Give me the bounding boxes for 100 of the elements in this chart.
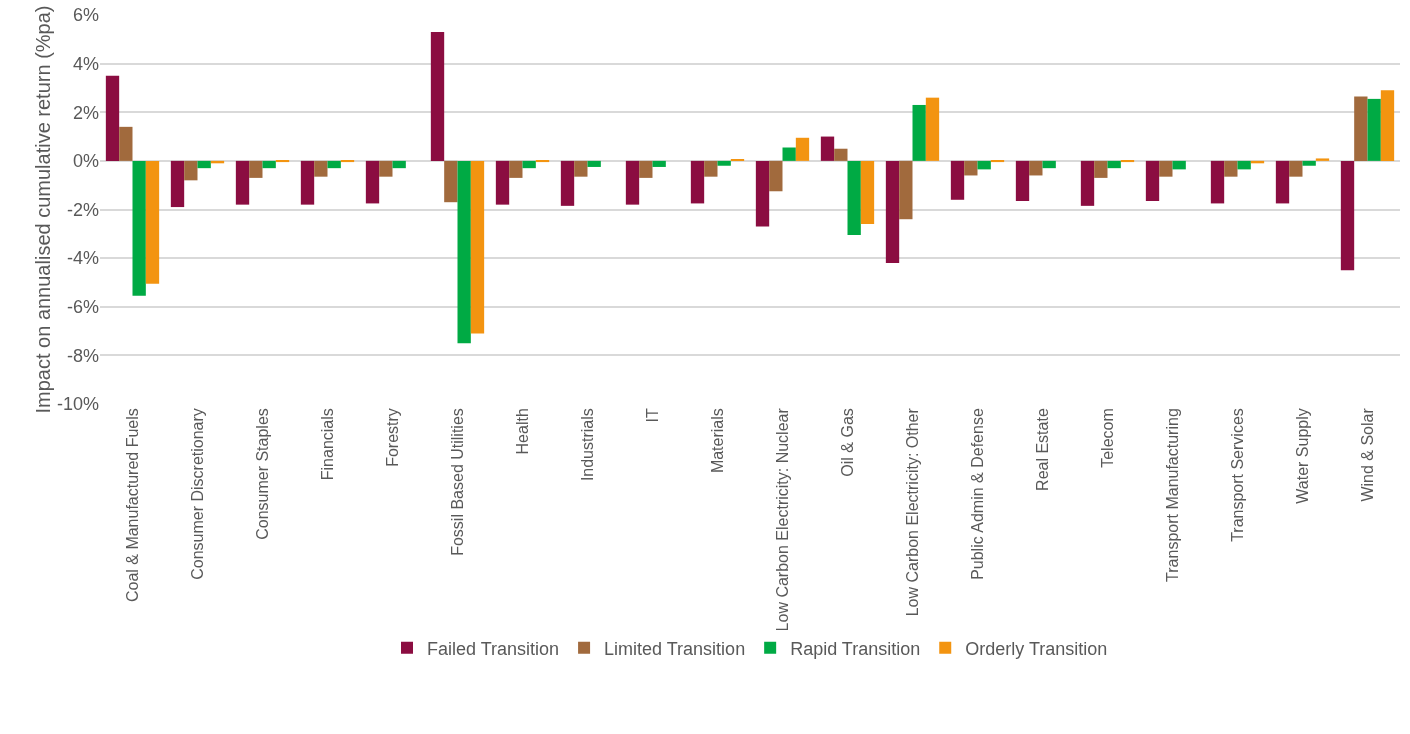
bar: [755, 160, 770, 227]
x-tick-label: Fossil Based Utilities: [448, 408, 466, 556]
y-tick-label: 6%: [72, 5, 99, 26]
bar: [1145, 160, 1160, 201]
legend-label: Orderly Transition: [965, 638, 1108, 659]
bar: [1237, 160, 1251, 170]
bar: [820, 136, 835, 161]
x-tick-label: Wind & Solar: [1358, 407, 1376, 502]
bar: [379, 160, 393, 177]
bar: [1315, 158, 1330, 161]
bar: [782, 147, 796, 161]
bar: [470, 160, 485, 334]
bar: [1289, 160, 1303, 177]
bar: [392, 160, 406, 169]
bar: [197, 160, 211, 169]
bar: [795, 137, 810, 161]
bar: [495, 160, 510, 205]
x-tick-label: Health: [513, 408, 531, 455]
bar: [1107, 160, 1121, 169]
bar: [119, 126, 133, 161]
bar: [1275, 160, 1290, 204]
x-tick-label: Materials: [708, 408, 726, 474]
legend-label: Failed Transition: [427, 638, 560, 659]
bar: [522, 160, 536, 169]
x-tick-label: Water Supply: [1293, 408, 1311, 504]
bar: [327, 160, 341, 169]
bar: [1015, 160, 1030, 201]
bar: [509, 160, 523, 178]
x-tick-label: Real Estate: [1033, 408, 1051, 491]
x-tick-label: IT: [643, 407, 661, 423]
legend-label: Rapid Transition: [790, 638, 921, 659]
y-tick-label: -10%: [56, 394, 99, 415]
x-tick-label: Oil & Gas: [838, 408, 856, 477]
bar: [639, 160, 653, 178]
bar: [625, 160, 640, 205]
bar: [1120, 160, 1135, 163]
bar: [847, 160, 861, 236]
bar: [834, 148, 848, 161]
bar: [1159, 160, 1173, 177]
bar: [145, 160, 160, 284]
bar: [184, 160, 198, 181]
bar: [365, 160, 380, 204]
bar: [1302, 160, 1316, 166]
bar: [340, 160, 355, 163]
bar: [964, 160, 978, 176]
bar: [912, 104, 926, 161]
bar: [444, 160, 458, 203]
bar: [300, 160, 315, 205]
bar: [1210, 160, 1225, 204]
bar: [899, 160, 913, 220]
x-tick-label: Public Admin & Defense: [968, 408, 986, 580]
bar: [587, 160, 601, 167]
bar: [717, 160, 731, 166]
bar: [1172, 160, 1186, 170]
x-tick-label: Consumer Staples: [253, 408, 271, 540]
bar: [235, 160, 250, 205]
bar: [170, 160, 185, 208]
bar: [1042, 160, 1056, 169]
x-tick-label: Low Carbon Electricity: Other: [903, 407, 921, 617]
bar: [885, 160, 900, 263]
x-tick-label: Transport Services: [1228, 408, 1246, 542]
bar: [990, 160, 1005, 163]
y-tick-label: 0%: [72, 151, 99, 172]
bar: [560, 160, 575, 206]
bar: [1340, 160, 1355, 271]
bar: [430, 32, 445, 161]
bar: [950, 160, 965, 200]
bar: [535, 160, 550, 163]
bar: [690, 160, 705, 204]
y-tick-label: -6%: [66, 297, 99, 318]
x-tick-label: Consumer Discretionary: [188, 408, 206, 580]
bar: [704, 160, 718, 177]
x-tick-label: Coal & Manufactured Fuels: [123, 408, 141, 603]
bar: [977, 160, 991, 170]
x-tick-label: Transport Manufacturing: [1163, 408, 1181, 582]
bar: [1224, 160, 1238, 177]
x-tick-label: Low Carbon Electricity: Nuclear: [773, 407, 791, 632]
legend-label: Limited Transition: [604, 638, 746, 659]
y-tick-label: 4%: [72, 53, 99, 74]
bar: [1367, 98, 1381, 161]
bar: [925, 97, 940, 161]
x-tick-label: Forestry: [383, 408, 401, 467]
bar: [860, 160, 875, 225]
bar: [314, 160, 328, 177]
x-tick-label: Financials: [318, 408, 336, 481]
bar: [1354, 96, 1368, 161]
bar: [275, 160, 290, 163]
bar: [1080, 160, 1095, 206]
bar: [1380, 90, 1395, 161]
y-tick-label: -4%: [66, 248, 99, 269]
x-tick-label: Telecom: [1098, 408, 1116, 468]
bar: [1029, 160, 1043, 176]
bar: [1094, 160, 1108, 178]
bar: [249, 160, 263, 178]
y-tick-label: 2%: [72, 102, 99, 123]
bar: [457, 160, 471, 344]
bar: [574, 160, 588, 177]
bar: [132, 160, 146, 296]
bar: [105, 75, 120, 161]
bar: [652, 160, 666, 167]
